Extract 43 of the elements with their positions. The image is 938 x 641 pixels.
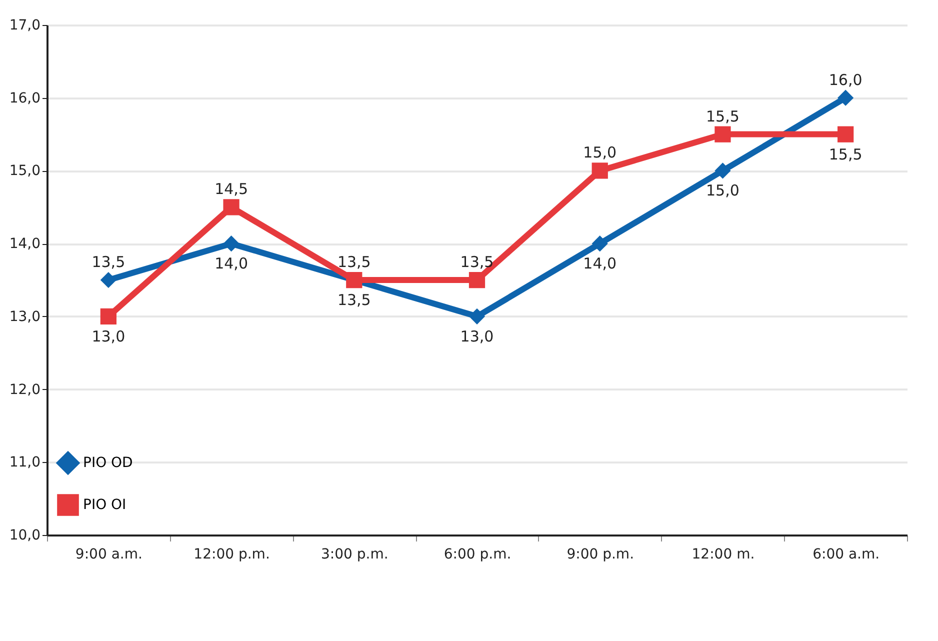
y-tick-label: 10,0 [9, 528, 40, 544]
point [468, 272, 486, 288]
y-tick-label: 12,0 [9, 382, 40, 398]
point [592, 162, 608, 179]
point [100, 308, 116, 324]
y-tick-label: 17,0 [9, 18, 40, 34]
y-tick-label: 16,0 [9, 90, 40, 106]
x-tick-label: 6:00 p.m. [444, 546, 512, 562]
x-tick-label: 12:00 p.m. [194, 546, 270, 562]
x-tick-label: 3:00 p.m. [320, 546, 388, 562]
x-tick-label: 9:00 a.m. [75, 546, 142, 562]
data-label: 13,5 [92, 253, 126, 271]
y-tick-label: 13,0 [9, 308, 40, 325]
point [838, 126, 854, 142]
point [468, 308, 486, 324]
data-label: 13,5 [337, 291, 371, 309]
point [838, 90, 854, 106]
y-tick-label: 11,0 [9, 454, 40, 471]
data-label: 14,0 [583, 254, 617, 273]
x-tick-label: 9:00 p.m. [566, 546, 634, 562]
x-tick-label: 12:00 m. [692, 546, 755, 562]
data-label: 13,0 [460, 327, 494, 346]
point [592, 236, 608, 252]
data-label: 15,5 [706, 107, 740, 126]
legend-label: PIO OD [83, 455, 133, 471]
legend-label: PIO OI [83, 497, 126, 513]
data-label: 13,5 [337, 253, 371, 271]
y-tick-label: 14,0 [9, 236, 40, 252]
data-label: 13,0 [92, 327, 126, 346]
point [223, 199, 240, 216]
data-label: 15,5 [828, 145, 862, 164]
data-label: 14,0 [214, 254, 248, 273]
point [223, 236, 240, 252]
y-tick-label: 15,0 [9, 163, 40, 180]
point [714, 162, 731, 179]
data-label: 13,5 [460, 253, 494, 271]
point [714, 126, 731, 142]
point [100, 272, 116, 288]
data-label: 16,0 [828, 70, 862, 89]
data-label: 15,0 [583, 144, 617, 162]
data-label: 15,0 [706, 182, 740, 200]
data-label: 14,5 [214, 180, 248, 198]
x-tick-label: 6:00 a.m. [812, 546, 880, 562]
